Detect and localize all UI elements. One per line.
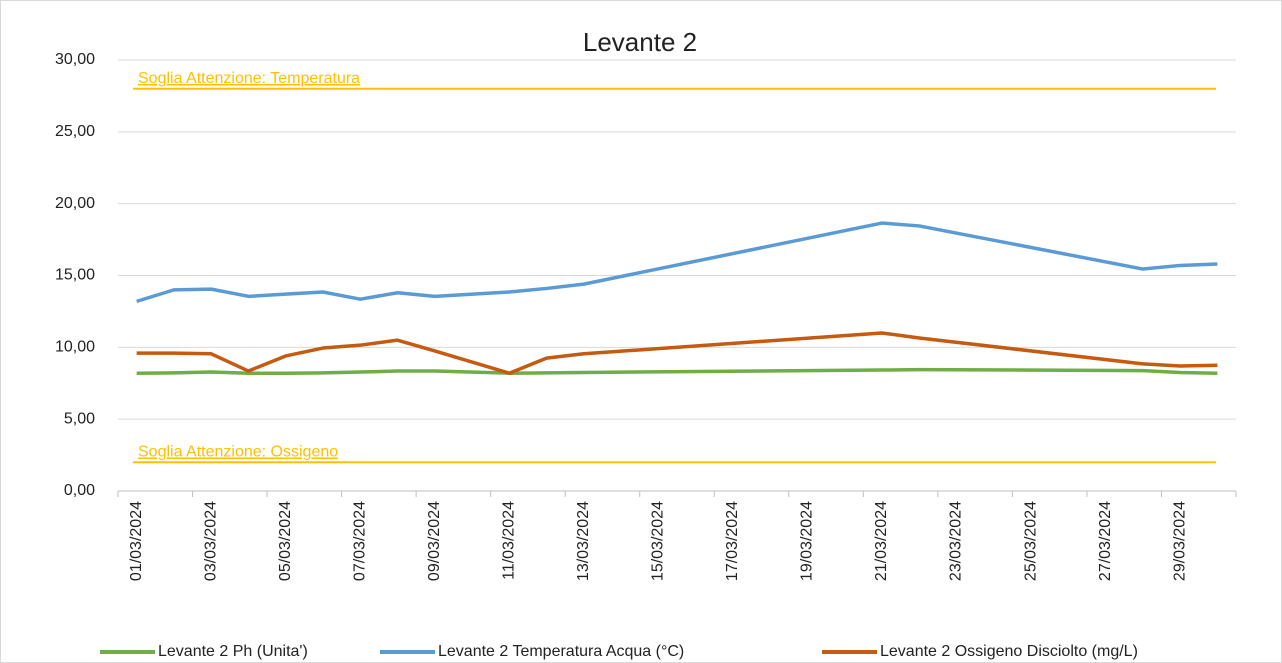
- x-tick-label: 25/03/2024: [1022, 501, 1039, 581]
- series-line: [136, 367, 1218, 375]
- x-tick-label: 07/03/2024: [351, 501, 368, 581]
- x-tick-label: 21/03/2024: [873, 501, 890, 581]
- x-tick-label: 17/03/2024: [724, 501, 741, 581]
- x-tick-label: 23/03/2024: [948, 501, 965, 581]
- y-tick-label: 20,00: [55, 195, 95, 212]
- legend-label: Levante 2 Temperatura Acqua (°C): [438, 643, 684, 660]
- legend-label: Levante 2 Ossigeno Disciolto (mg/L): [880, 643, 1138, 660]
- y-tick-label: 5,00: [64, 410, 95, 427]
- legend-label: Levante 2 Ph (Unita'): [158, 643, 308, 660]
- chart-title: Levante 2: [583, 27, 697, 57]
- series-line: [136, 221, 1218, 304]
- x-tick-label: 05/03/2024: [277, 501, 294, 581]
- x-tick-label: 01/03/2024: [128, 501, 145, 581]
- reference-label: Soglia Attenzione: Ossigeno: [138, 443, 338, 460]
- y-tick-label: 15,00: [55, 267, 95, 284]
- x-tick-label: 27/03/2024: [1097, 501, 1114, 581]
- x-tick-label: 19/03/2024: [799, 501, 816, 581]
- y-tick-label: 0,00: [64, 482, 95, 499]
- x-tick-label: 15/03/2024: [650, 501, 667, 581]
- y-tick-label: 10,00: [55, 339, 95, 356]
- x-tick-label: 09/03/2024: [426, 501, 443, 581]
- x-tick-label: 11/03/2024: [501, 501, 518, 580]
- series-line: [136, 331, 1218, 375]
- y-tick-label: 30,00: [55, 51, 95, 68]
- x-tick-label: 03/03/2024: [202, 501, 219, 581]
- x-tick-label: 13/03/2024: [575, 501, 592, 581]
- reference-label: Soglia Attenzione: Temperatura: [138, 70, 360, 87]
- y-tick-label: 25,00: [55, 123, 95, 140]
- x-tick-label: 29/03/2024: [1171, 501, 1188, 581]
